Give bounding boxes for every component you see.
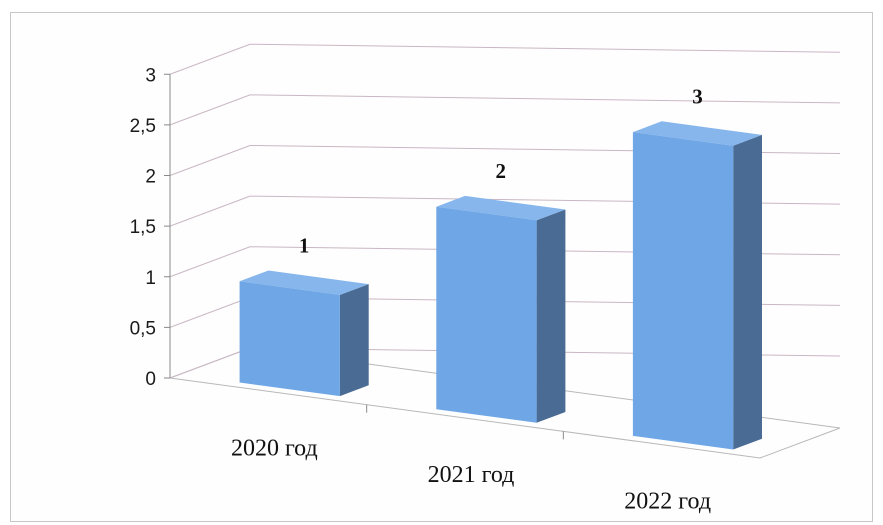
gridline-side [169,246,251,278]
data-label: 2 [496,159,507,183]
gridline-back [249,94,841,104]
data-label: 3 [692,84,703,108]
gridline-side [169,296,251,328]
y-tick-label: 0,5 [130,318,156,339]
bar-3 [632,121,762,450]
y-tick-label: 2 [145,167,156,188]
bar-top-face [632,121,762,146]
y-tick-label: 1 [145,268,156,289]
bar-side-face [536,209,566,423]
labels: 0 0,5 1 1,5 2 2,5 3 1 2 3 2020 год 2021 год 2022 год [130,65,711,514]
data-label: 1 [299,234,310,258]
bar-top-face [436,195,566,221]
gridline-side [169,145,251,176]
bar-top-face [239,270,369,295]
x-tick-label: 2020 год [231,435,318,461]
gridline-side [169,43,251,75]
bar-front-face [436,206,537,423]
y-tick-label: 2,5 [130,116,156,137]
y-tick-label: 3 [145,65,156,86]
y-tick-label: 0 [145,369,156,390]
y-tick-label: 1,5 [130,217,156,238]
bar-1 [239,270,369,397]
gridline-back [249,43,841,53]
bar-front-face [239,281,340,397]
bar-side-face [339,284,369,397]
x-tick-label: 2021 год [428,462,515,488]
gridline-side [169,94,251,126]
x-tick-label: 2022 год [624,489,711,515]
bar-2 [436,195,566,423]
gridline-side [169,347,251,379]
bars [239,121,762,450]
bar-front-face [632,132,734,450]
axes [164,73,564,440]
gridline-side [169,195,251,227]
bar-side-face [733,134,762,450]
